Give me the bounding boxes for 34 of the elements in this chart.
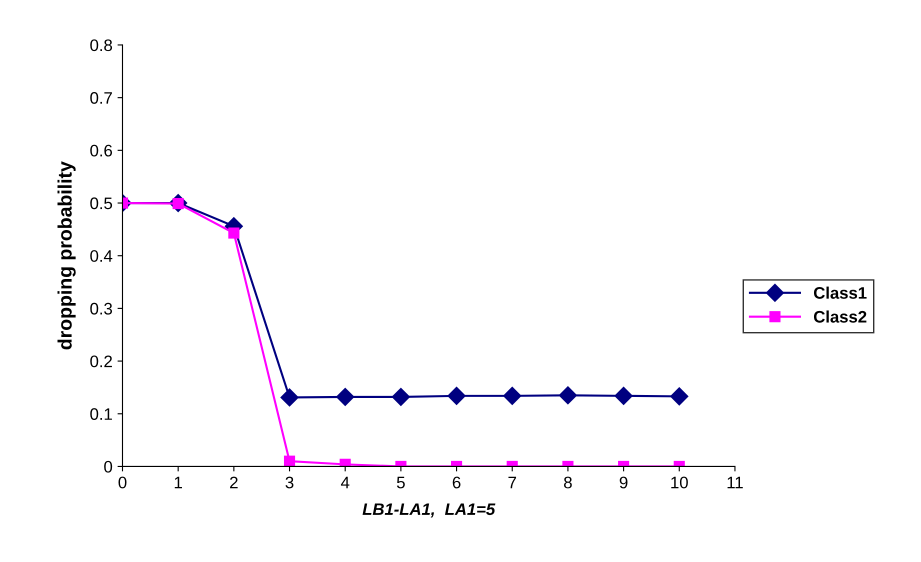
y-tick-label: 0.2 — [90, 355, 112, 368]
y-tick-label: 0 — [104, 460, 112, 473]
x-tick-label: 7 — [508, 476, 516, 488]
x-tick-label: 8 — [564, 476, 572, 488]
x-tick-label: 0 — [118, 476, 126, 488]
point — [228, 228, 240, 239]
x-tick-label: 2 — [230, 476, 238, 488]
y-tick-label: 0.1 — [90, 408, 112, 420]
point — [670, 387, 688, 406]
y-tick-label: 0.3 — [90, 302, 112, 315]
x-tick-label: 11 — [728, 476, 743, 488]
point — [336, 388, 354, 406]
point — [614, 386, 633, 405]
y-tick-label: 0.8 — [90, 39, 112, 52]
y-axis-title: dropping probability — [58, 161, 76, 350]
x-tick-label: 5 — [396, 476, 405, 488]
legend-label: Class2 — [814, 310, 866, 323]
point — [392, 388, 410, 406]
y-tick-label: 0.7 — [90, 92, 112, 104]
point — [448, 386, 466, 405]
y-tick-label: 0.4 — [90, 250, 112, 262]
point — [503, 386, 522, 405]
x-tick-label: 1 — [174, 476, 182, 488]
x-tick-label: 3 — [286, 476, 294, 488]
x-axis-title: LB1-LA1, LA1=5 — [362, 503, 496, 518]
legend-label: Class1 — [814, 286, 867, 299]
point — [558, 386, 577, 404]
y-tick-label: 0.5 — [90, 197, 112, 210]
y-tick-label: 0.6 — [90, 144, 112, 157]
x-tick-label: 6 — [452, 476, 460, 488]
x-tick-label: 9 — [620, 476, 628, 488]
point — [280, 388, 299, 406]
x-tick-label: 4 — [340, 476, 350, 488]
x-tick-label: 10 — [671, 476, 688, 488]
